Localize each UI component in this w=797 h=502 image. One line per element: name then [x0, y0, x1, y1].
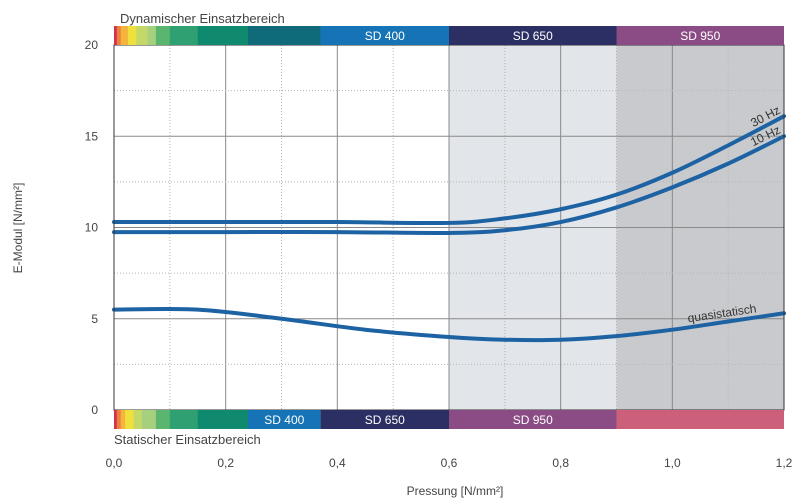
static-band-sd-400 [248, 410, 321, 429]
static-range-bar: SD 400 SD 650 SD 950 [114, 410, 784, 429]
x-tick-label: 0,2 [217, 456, 234, 470]
static-band-label-sd-650: SD 650 [365, 413, 405, 427]
static-color-segment-7 [155, 410, 171, 429]
dynamic-color-segment-9 [197, 26, 249, 45]
y-axis-title: E-Modul [N/mm²] [11, 183, 25, 274]
dynamic-band-label-sd-950: SD 950 [680, 29, 720, 43]
dynamic-color-segment-7 [155, 26, 171, 45]
dynamic-color-segment-1 [114, 26, 118, 45]
y-tick-labels: 0 5 10 15 20 [85, 38, 99, 417]
x-tick-label: 0,0 [106, 456, 123, 470]
static-color-segment-5 [133, 410, 143, 429]
static-band-label-sd-950: SD 950 [513, 413, 553, 427]
static-band-label-sd-400: SD 400 [264, 413, 304, 427]
static-range-title: Statischer Einsatzbereich [114, 432, 261, 447]
static-band-sd-650 [320, 410, 449, 429]
x-tick-label: 1,0 [664, 456, 681, 470]
static-color-segment-8 [169, 410, 199, 429]
series-line-30-hz [112, 114, 786, 226]
grid [114, 45, 784, 410]
static-color-segment-3 [120, 410, 126, 429]
dynamic-color-segment-6 [147, 26, 157, 45]
y-tick-label: 20 [85, 38, 99, 52]
dynamic-band-label-sd-400: SD 400 [365, 29, 405, 43]
x-tick-label: 0,6 [441, 456, 458, 470]
x-axis-title: Pressung [N/mm²] [407, 484, 504, 498]
static-color-segment-9 [197, 410, 249, 429]
static-color-segment-4 [125, 410, 134, 429]
dynamic-band-sd-650 [449, 26, 617, 45]
static-color-segment-2 [116, 410, 121, 429]
dynamic-color-segment-2 [116, 26, 121, 45]
x-tick-label: 0,4 [329, 456, 346, 470]
series-lines [112, 114, 786, 343]
dynamic-color-segment-3 [120, 26, 129, 45]
static-color-segment-1 [114, 410, 118, 429]
dynamic-range-bar: SD 400 SD 650 SD 950 [114, 26, 784, 45]
dynamic-color-segment-5 [136, 26, 148, 45]
static-color-segment-6 [141, 410, 157, 429]
x-tick-labels: 0,0 0,2 0,4 0,6 0,8 1,0 1,2 [106, 456, 793, 470]
dynamic-color-segment-10 [248, 26, 321, 45]
dynamic-color-segment-8 [169, 26, 199, 45]
dynamic-color-segment-4 [127, 26, 137, 45]
series-line-10-hz [112, 134, 786, 236]
dynamic-band-sd-400 [320, 26, 449, 45]
static-band-sd-950 [449, 410, 617, 429]
dynamic-band-sd-950 [616, 26, 784, 45]
series-line-quasistatisch [112, 306, 786, 343]
dynamic-range-title: Dynamischer Einsatzbereich [120, 11, 285, 26]
y-tick-label: 15 [85, 129, 99, 143]
static-band-plain [616, 410, 784, 429]
x-tick-label: 0,8 [552, 456, 569, 470]
y-tick-label: 10 [85, 221, 99, 235]
x-tick-label: 1,2 [776, 456, 793, 470]
y-tick-label: 0 [91, 403, 98, 417]
dynamic-band-label-sd-650: SD 650 [513, 29, 553, 43]
y-tick-label: 5 [91, 312, 98, 326]
